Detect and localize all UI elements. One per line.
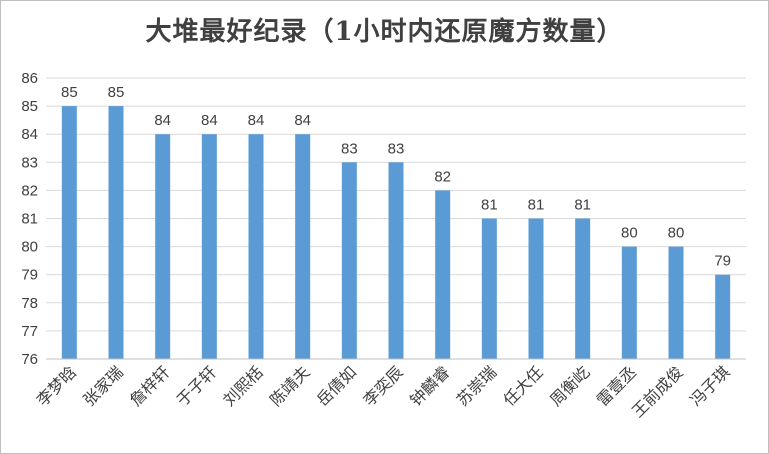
data-label: 81 bbox=[481, 197, 498, 214]
y-tick-label: 86 bbox=[21, 70, 38, 87]
bar bbox=[108, 106, 124, 359]
data-label: 83 bbox=[388, 140, 405, 157]
bar bbox=[715, 274, 731, 359]
category-label: 冯子琪 bbox=[686, 362, 733, 409]
y-tick-label: 80 bbox=[21, 239, 38, 256]
chart-title: 大堆最好纪录（1小时内还原魔方数量） bbox=[145, 17, 624, 47]
data-label: 82 bbox=[434, 168, 451, 185]
y-tick-label: 77 bbox=[21, 323, 38, 340]
category-label: 于子轩 bbox=[173, 362, 220, 409]
category-label: 刘熙栝 bbox=[219, 362, 266, 409]
category-label: 岳倩如 bbox=[313, 362, 360, 409]
data-label: 84 bbox=[294, 112, 311, 129]
data-label: 80 bbox=[621, 225, 638, 242]
category-label: 王前成俊 bbox=[628, 362, 687, 421]
y-tick-label: 81 bbox=[21, 211, 38, 228]
y-tick-label: 83 bbox=[21, 154, 38, 171]
y-tick-label: 76 bbox=[21, 351, 38, 368]
bar bbox=[248, 134, 264, 359]
bar bbox=[61, 106, 77, 359]
category-label: 任大任 bbox=[499, 362, 546, 409]
bar bbox=[481, 218, 497, 359]
bar bbox=[201, 134, 217, 359]
bar bbox=[155, 134, 171, 359]
data-label: 84 bbox=[154, 112, 171, 129]
data-label: 81 bbox=[528, 197, 545, 214]
y-tick-label: 82 bbox=[21, 182, 38, 199]
category-label: 詹梓轩 bbox=[126, 362, 173, 409]
data-label: 79 bbox=[714, 253, 731, 270]
bar bbox=[388, 162, 404, 359]
y-tick-label: 85 bbox=[21, 98, 38, 115]
bar bbox=[575, 218, 591, 359]
category-label: 李奕辰 bbox=[359, 362, 406, 409]
category-label: 张家瑞 bbox=[79, 362, 126, 409]
data-label: 85 bbox=[61, 84, 78, 101]
data-label: 84 bbox=[248, 112, 265, 129]
category-label: 钟麟睿 bbox=[406, 362, 453, 409]
bar bbox=[435, 190, 451, 359]
y-tick-label: 78 bbox=[21, 295, 38, 312]
data-label: 80 bbox=[668, 225, 685, 242]
category-label: 陈靖夫 bbox=[266, 362, 313, 409]
bar bbox=[295, 134, 311, 359]
bar bbox=[528, 218, 544, 359]
category-label: 李梦晗 bbox=[33, 362, 80, 409]
data-label: 83 bbox=[341, 140, 358, 157]
bar bbox=[621, 246, 637, 359]
category-label: 苏崇瑞 bbox=[453, 362, 500, 409]
data-label: 84 bbox=[201, 112, 218, 129]
data-label: 85 bbox=[108, 84, 125, 101]
data-label: 81 bbox=[574, 197, 591, 214]
y-tick-label: 79 bbox=[21, 267, 38, 284]
bar bbox=[668, 246, 684, 359]
bar bbox=[341, 162, 357, 359]
category-label: 周衡屹 bbox=[546, 362, 593, 409]
y-tick-label: 84 bbox=[21, 126, 38, 143]
